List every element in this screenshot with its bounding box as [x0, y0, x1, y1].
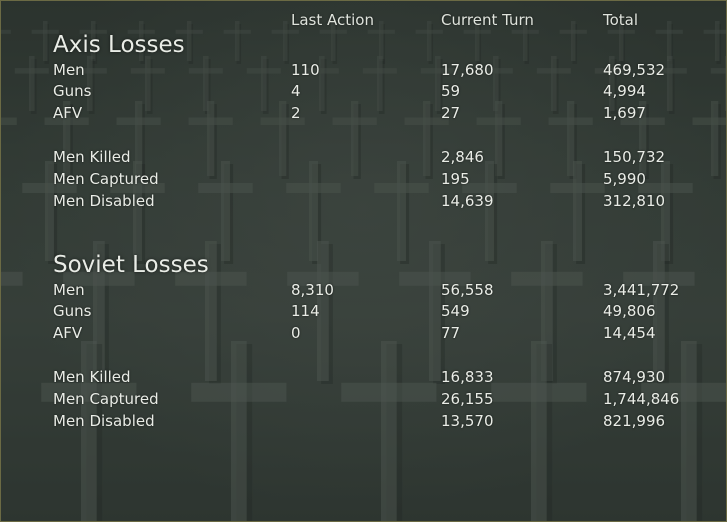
axis-row-afv-current-turn: 27 [441, 104, 461, 122]
axis-men-captured-label: Men Captured [53, 170, 159, 188]
soviet-men-killed-current-turn: 16,833 [441, 368, 494, 386]
soviet-men-disabled-label: Men Disabled [53, 412, 155, 430]
axis-men-disabled-label: Men Disabled [53, 192, 155, 210]
soviet-row-men-current-turn: 56,558 [441, 281, 494, 299]
axis-men-captured-total: 5,990 [603, 170, 646, 188]
soviet-men-captured-total: 1,744,846 [603, 390, 680, 408]
soviet-row-afv-current-turn: 77 [441, 324, 461, 342]
axis-men-killed-current-turn: 2,846 [441, 148, 484, 166]
axis-men-captured-current-turn: 195 [441, 170, 470, 188]
soviet-row-men-total: 3,441,772 [603, 281, 680, 299]
axis-row-guns-current-turn: 59 [441, 82, 461, 100]
axis-row-guns-last-action: 4 [291, 82, 301, 100]
soviet-row-afv-total: 14,454 [603, 324, 656, 342]
column-header-current-turn: Current Turn [441, 11, 534, 29]
soviet-men-disabled-current-turn: 13,570 [441, 412, 494, 430]
axis-men-disabled-total: 312,810 [603, 192, 666, 210]
soviet-men-captured-label: Men Captured [53, 390, 159, 408]
axis-row-men-last-action: 110 [291, 61, 320, 79]
soviet-men-killed-total: 874,930 [603, 368, 666, 386]
axis-losses-title: Axis Losses [53, 32, 185, 58]
soviet-men-disabled-total: 821,996 [603, 412, 666, 430]
soviet-row-guns-label: Guns [53, 302, 92, 320]
axis-row-guns-label: Guns [53, 82, 92, 100]
soviet-men-captured-current-turn: 26,155 [441, 390, 494, 408]
soviet-row-afv-last-action: 0 [291, 324, 301, 342]
soviet-row-guns-total: 49,806 [603, 302, 656, 320]
axis-row-men-total: 469,532 [603, 61, 666, 79]
axis-men-disabled-current-turn: 14,639 [441, 192, 494, 210]
axis-row-men-label: Men [53, 61, 85, 79]
axis-row-guns-total: 4,994 [603, 82, 646, 100]
soviet-row-men-label: Men [53, 281, 85, 299]
soviet-row-guns-last-action: 114 [291, 302, 320, 320]
soviet-losses-title: Soviet Losses [53, 252, 209, 278]
axis-row-afv-last-action: 2 [291, 104, 301, 122]
column-header-total: Total [603, 11, 639, 29]
axis-men-killed-total: 150,732 [603, 148, 666, 166]
axis-row-afv-total: 1,697 [603, 104, 646, 122]
axis-men-killed-label: Men Killed [53, 148, 131, 166]
soviet-men-killed-label: Men Killed [53, 368, 131, 386]
axis-row-afv-label: AFV [53, 104, 83, 122]
soviet-row-men-last-action: 8,310 [291, 281, 334, 299]
soviet-row-guns-current-turn: 549 [441, 302, 470, 320]
column-header-last-action: Last Action [291, 11, 374, 29]
soviet-row-afv-label: AFV [53, 324, 83, 342]
axis-row-men-current-turn: 17,680 [441, 61, 494, 79]
